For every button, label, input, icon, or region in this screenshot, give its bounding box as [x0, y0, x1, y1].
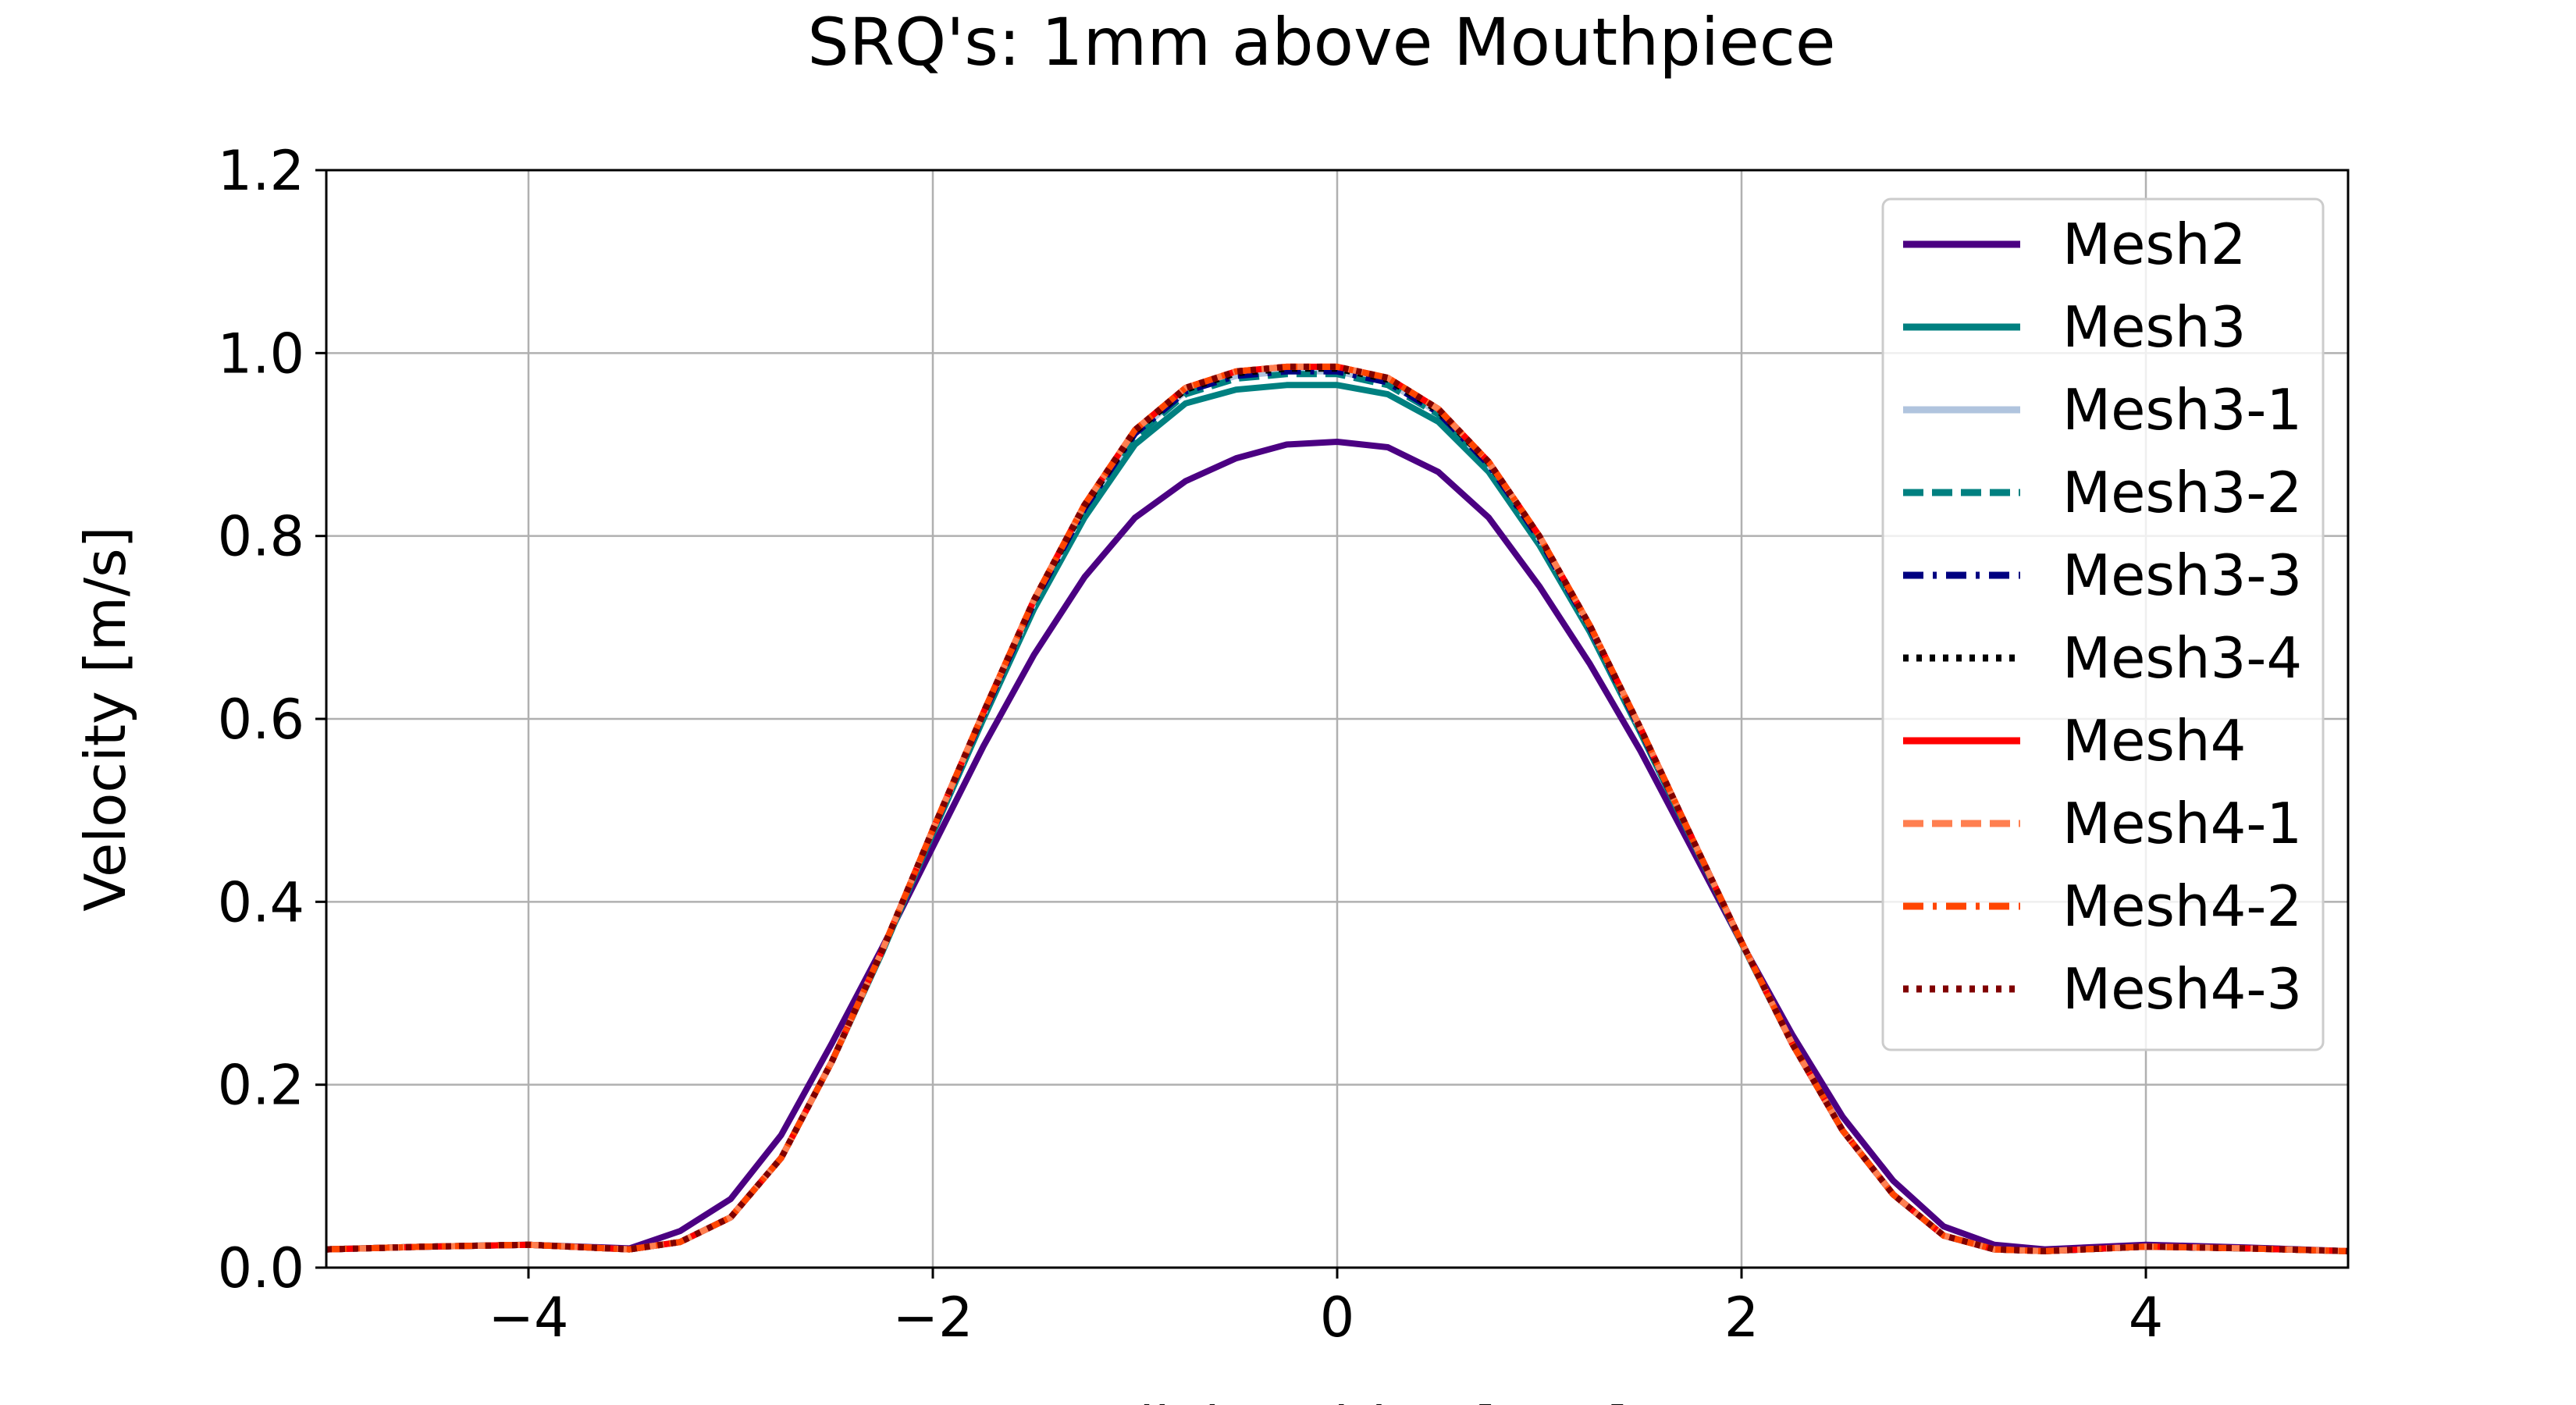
- legend-label-mesh4-1: Mesh4-1: [2062, 791, 2302, 856]
- y-tick-label: 1.2: [218, 139, 304, 203]
- x-axis-label: Radial Position [mm]: [1047, 1395, 1628, 1405]
- y-tick-label: 0.8: [218, 505, 304, 569]
- y-tick-label: 0.4: [218, 870, 304, 934]
- legend-label-mesh3-1: Mesh3-1: [2062, 377, 2302, 443]
- legend-label-mesh3-4: Mesh3-4: [2062, 625, 2302, 691]
- legend-label-mesh3-3: Mesh3-3: [2062, 542, 2302, 608]
- series-line-mesh4-3: [326, 363, 2349, 1254]
- x-tick-label: −2: [892, 1286, 973, 1350]
- axis-ticks: −4 −2 0 2 4 0.0 0.2 0.4 0.6 0.8 1.0 1.2: [218, 139, 2164, 1350]
- legend-label-mesh4: Mesh4: [2062, 708, 2246, 774]
- x-tick-label: −4: [488, 1286, 568, 1350]
- legend: Mesh2 Mesh3 Mesh3-1 Mesh3-2 Mesh3-3 Mesh3-4 Me…: [1881, 197, 2325, 1051]
- legend-label-mesh4-3: Mesh4-3: [2062, 956, 2302, 1022]
- x-tick-label: 0: [1320, 1286, 1355, 1350]
- legend-label-mesh4-2: Mesh4-2: [2062, 873, 2302, 939]
- legend-label-mesh3-2: Mesh3-2: [2062, 460, 2302, 525]
- y-tick-label: 0.6: [218, 688, 304, 752]
- series-line-mesh2: [326, 439, 2349, 1254]
- legend-label-mesh2: Mesh2: [2062, 212, 2246, 277]
- x-tick-label: 2: [1724, 1286, 1759, 1350]
- y-tick-label: 0.0: [218, 1236, 304, 1300]
- y-tick-label: 1.0: [218, 322, 304, 386]
- x-tick-label: 4: [2129, 1286, 2164, 1350]
- series-layer: [326, 363, 2349, 1254]
- chart-title: SRQ's: 1mm above Mouthpiece: [807, 4, 1835, 80]
- y-axis-label: Velocity [m/s]: [73, 526, 138, 911]
- y-tick-label: 0.2: [218, 1054, 304, 1118]
- legend-label-mesh3: Mesh3: [2062, 294, 2246, 360]
